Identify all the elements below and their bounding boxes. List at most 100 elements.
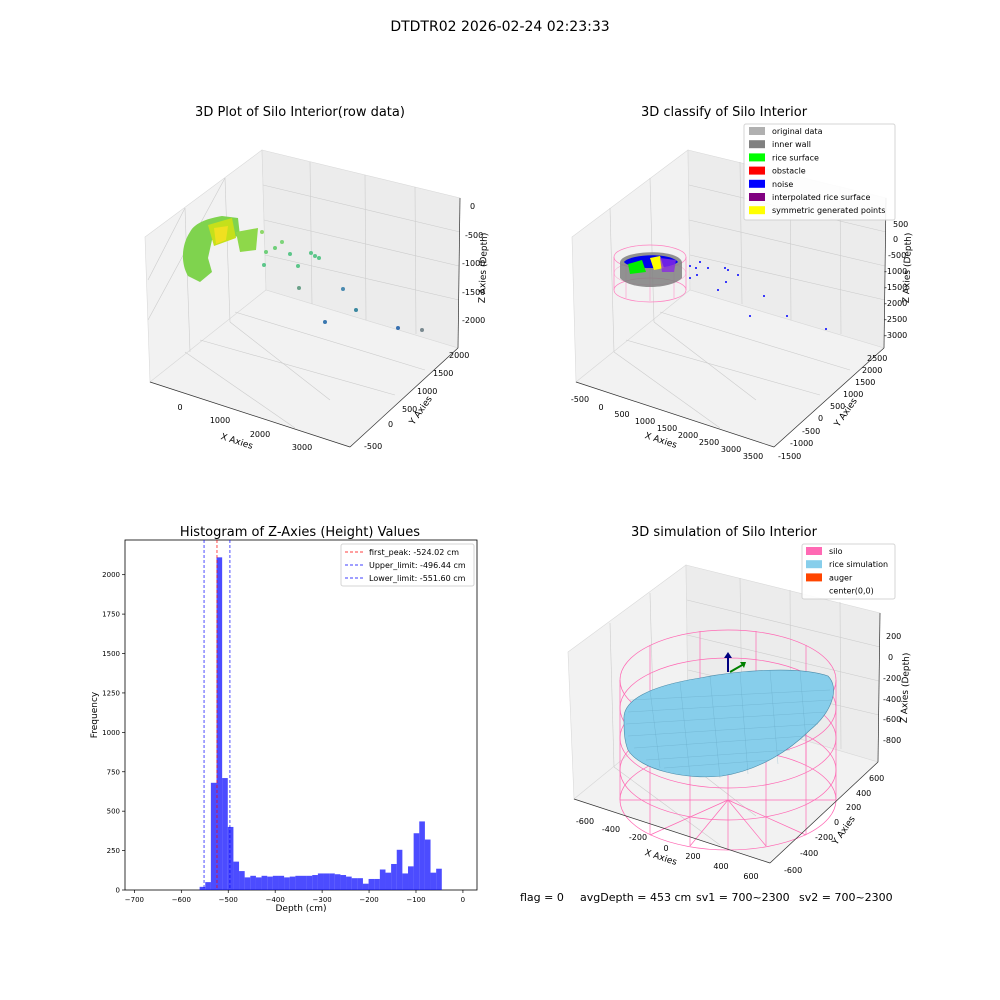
histogram-ytick-label: 250	[107, 847, 120, 855]
status-sv1: sv1 = 700~2300	[696, 891, 790, 904]
classify-ytick: 1500	[855, 378, 875, 387]
sim-ytick: 400	[856, 789, 871, 798]
classify-xtick: 0	[598, 403, 603, 412]
raw-ztick: -1000	[462, 259, 485, 268]
classify-legend-swatch	[749, 127, 765, 135]
sim-ztick: -400	[883, 695, 901, 704]
raw-point	[297, 286, 301, 290]
histogram-bar	[239, 871, 245, 890]
raw-point	[317, 256, 321, 260]
sim-xlabel: X Axies	[643, 848, 678, 868]
raw-point	[280, 240, 284, 244]
classify-xtick: 1000	[635, 417, 655, 426]
sim-ztick: -200	[883, 674, 901, 683]
raw-point	[309, 251, 313, 255]
histogram-bar	[255, 877, 262, 890]
status-flag: flag = 0	[520, 891, 564, 904]
histogram-bar	[216, 557, 223, 890]
histogram-bar	[374, 878, 380, 890]
status-avg-depth: avgDepth = 453 cm	[580, 891, 691, 904]
classify-ztick: -1000	[884, 267, 907, 276]
raw-point	[354, 308, 358, 312]
histogram-bar	[306, 875, 313, 890]
classify-ytick: -500	[802, 427, 820, 436]
histogram-xtick-label: −600	[172, 896, 191, 904]
raw-zlabel: Z Axies (Depth)	[478, 233, 490, 304]
sim-xtick: -200	[629, 833, 647, 842]
histogram-bar	[424, 839, 431, 890]
raw-data-panel: 3D Plot of Silo Interior(row data)	[144, 105, 490, 452]
histogram-vlines	[203, 540, 231, 890]
sim-ytick: -400	[800, 849, 818, 858]
histogram-bar	[419, 821, 425, 890]
raw-point	[313, 254, 317, 258]
histogram-bar	[413, 833, 420, 890]
classify-ytick: 2000	[862, 366, 882, 375]
simulation-legend: silo rice simulation auger center(0,0)	[801, 543, 896, 600]
histogram-ytick-label: 1250	[102, 689, 120, 697]
raw-xtick: 2000	[250, 430, 270, 439]
histogram-bars	[199, 557, 442, 890]
histogram-legend-label: Upper_limit: -496.44 cm	[369, 561, 466, 570]
raw-panel-title: 3D Plot of Silo Interior(row data)	[195, 105, 405, 120]
histogram-bar	[210, 782, 217, 890]
sim-xtick: 0	[663, 844, 668, 853]
classify-ztick: 0	[893, 235, 898, 244]
classify-legend-label: original data	[772, 127, 823, 136]
simulation-legend-swatch	[806, 573, 822, 582]
classify-ytick: 0	[818, 414, 823, 423]
figure-title: DTDTR02 2026-02-24 02:23:33	[390, 19, 609, 35]
raw-point	[296, 264, 300, 268]
histogram-bar	[317, 873, 324, 890]
histogram-bar	[396, 849, 403, 890]
raw-point-cloud	[182, 216, 424, 332]
classify-zlabel: Z Axies (Depth)	[902, 233, 914, 304]
histogram-bar	[289, 876, 296, 890]
raw-cloud-yellow	[214, 226, 228, 244]
classify-ytick: 1000	[843, 390, 863, 399]
sim-ytick: -200	[815, 833, 833, 842]
classify-legend-label: noise	[772, 180, 793, 189]
histogram-bar	[278, 875, 285, 890]
histogram-bar	[199, 886, 206, 890]
status-footer: flag = 0 avgDepth = 453 cm sv1 = 700~230…	[520, 891, 893, 904]
sim-rice-surface	[623, 669, 834, 778]
histogram-legend: first_peak: -524.02 cm Upper_limit: -496.…	[340, 543, 475, 587]
histogram-xtick-label: −100	[406, 896, 425, 904]
histogram-legend-label: Lower_limit: -551.60 cm	[369, 574, 466, 583]
histogram-bar	[227, 826, 234, 890]
raw-xtick: 0	[177, 403, 182, 412]
simulation-legend-label: center(0,0)	[829, 587, 874, 596]
histogram-ytick-label: 2000	[102, 571, 120, 579]
raw-ztick: -500	[465, 231, 483, 240]
sim-rice-mesh	[625, 669, 833, 779]
raw-ztick: 0	[470, 202, 475, 211]
histogram-bar	[205, 882, 211, 890]
histogram-bar	[334, 874, 341, 890]
histogram-bar	[323, 873, 330, 890]
raw-point	[420, 328, 424, 332]
histogram-xtick-label: 0	[461, 896, 465, 904]
histogram-bar	[368, 878, 375, 890]
classify-silo	[613, 244, 687, 303]
histogram-ylabel: Frequency	[90, 691, 100, 738]
histogram-bar	[436, 868, 442, 890]
classify-xtick: 2000	[678, 431, 698, 440]
classify-ztick: -500	[888, 251, 906, 260]
raw-point	[288, 252, 292, 256]
histogram-ytick-label: 1750	[102, 611, 120, 619]
classify-xtick: 2500	[699, 438, 719, 447]
sim-ztick: -600	[883, 715, 901, 724]
histogram-yticks: 0 250 500 750 1000 1250 1500 1750 2000	[102, 571, 125, 895]
classify-legend-swatch	[749, 140, 765, 149]
histogram-bar	[346, 876, 352, 890]
simulation-panel-title: 3D simulation of Silo Interior	[631, 525, 818, 540]
classify-ytick: -1500	[778, 452, 801, 461]
histogram-bar	[430, 872, 437, 890]
raw-ztick: -2000	[462, 316, 485, 325]
histogram-bar	[408, 866, 414, 890]
classify-ytick: 2500	[867, 354, 887, 363]
histogram-ytick-label: 1000	[102, 729, 120, 737]
histogram-xlabel: Depth (cm)	[275, 904, 326, 914]
classify-legend-label: symmetric generated points	[772, 206, 885, 215]
